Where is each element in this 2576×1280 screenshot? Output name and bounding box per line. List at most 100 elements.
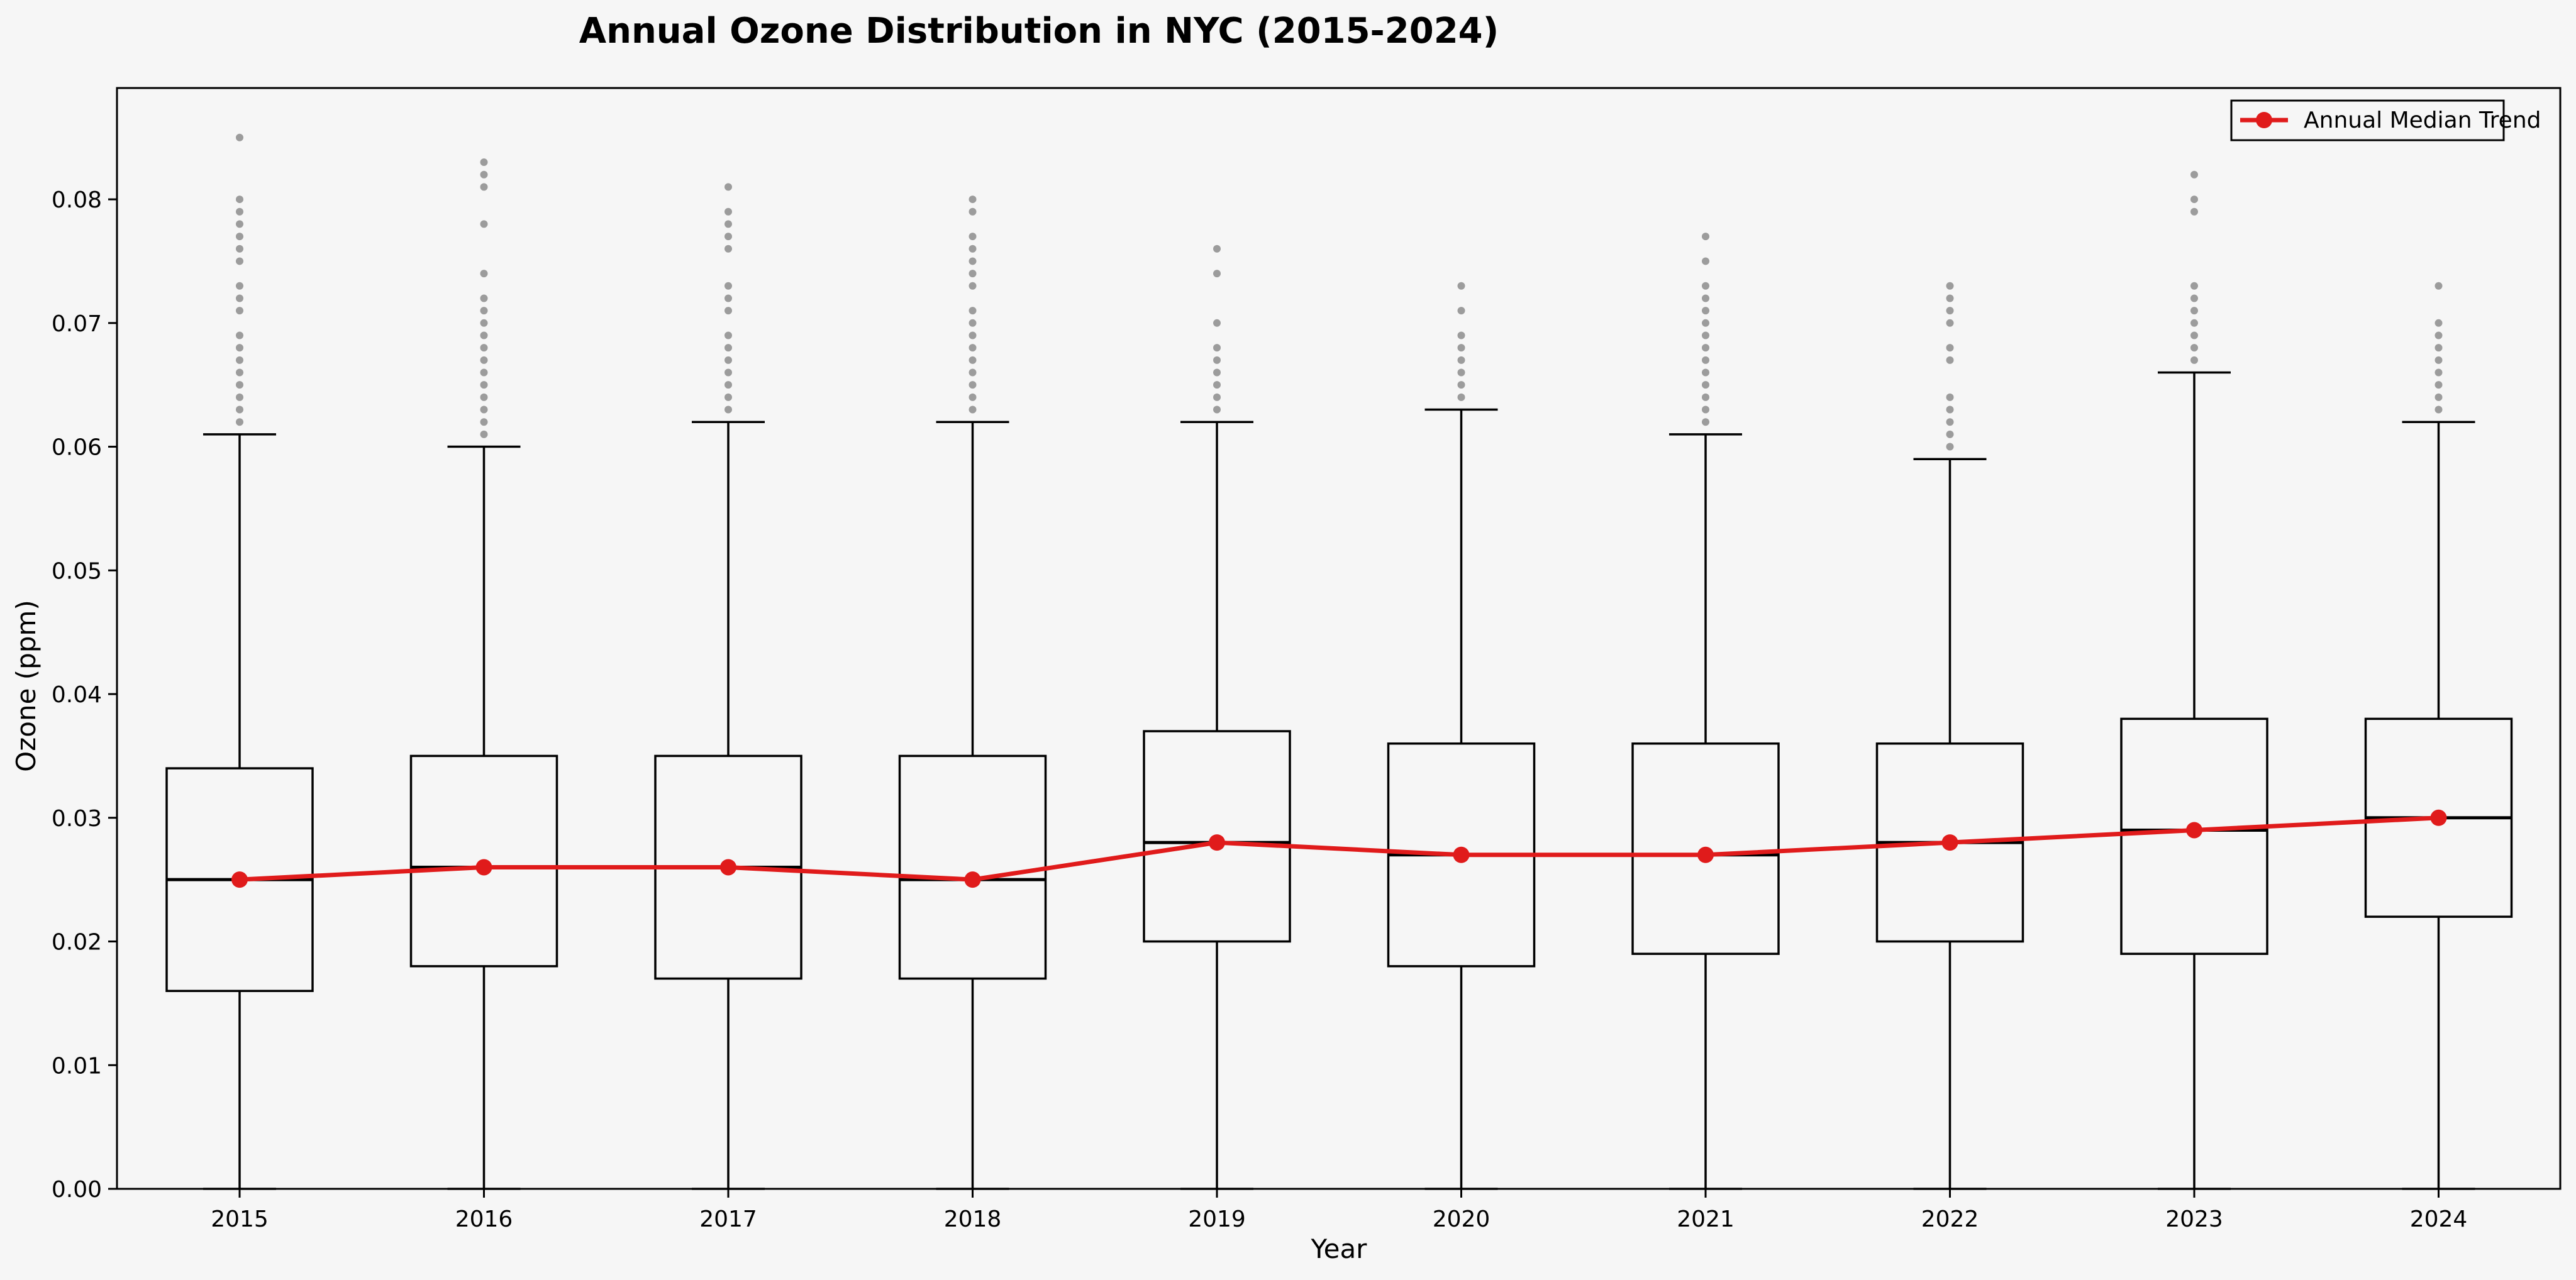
outlier-point bbox=[969, 196, 977, 204]
box bbox=[409, 754, 558, 968]
outlier-point bbox=[236, 207, 243, 216]
outlier-point bbox=[1702, 331, 1709, 339]
outlier-point bbox=[724, 207, 732, 216]
outlier-point bbox=[969, 356, 977, 364]
outlier-point bbox=[969, 381, 977, 389]
outlier-point bbox=[969, 245, 977, 253]
outlier-point bbox=[1946, 393, 1954, 401]
outlier-point bbox=[236, 356, 243, 364]
outlier-point bbox=[969, 307, 977, 315]
x-tick-label: 2020 bbox=[1433, 1206, 1491, 1232]
outlier-point bbox=[2190, 294, 2198, 302]
outlier-point bbox=[2434, 356, 2443, 364]
outlier-point bbox=[2434, 331, 2443, 339]
outlier-point bbox=[1457, 356, 1465, 364]
outlier-point bbox=[236, 344, 243, 352]
y-tick-label: 0.06 bbox=[52, 435, 102, 461]
outlier-point bbox=[236, 294, 243, 302]
outlier-point bbox=[236, 245, 243, 253]
outlier-point bbox=[1702, 368, 1709, 377]
y-tick-label: 0.04 bbox=[52, 682, 102, 708]
outlier-point bbox=[724, 331, 732, 339]
outlier-point bbox=[1213, 368, 1221, 377]
outlier-point bbox=[2434, 282, 2443, 290]
plot-area: 0.00 0.01 0.02 0.03 0.04 0.05 0.06 0.07 0.08 2015… bbox=[52, 87, 2562, 1232]
median-trend-point bbox=[231, 871, 248, 888]
outlier-point bbox=[1213, 344, 1221, 352]
x-tick-label: 2016 bbox=[455, 1206, 513, 1232]
outlier-point bbox=[724, 356, 732, 364]
outlier-point bbox=[724, 233, 732, 241]
outlier-point bbox=[1946, 418, 1954, 426]
outlier-point bbox=[969, 393, 977, 401]
outlier-point bbox=[236, 368, 243, 377]
y-axis-label: Ozone (ppm) bbox=[11, 600, 42, 772]
outlier-point bbox=[724, 245, 732, 253]
outlier-point bbox=[969, 319, 977, 327]
outlier-point bbox=[2190, 331, 2198, 339]
y-tick-label: 0.02 bbox=[52, 930, 102, 956]
outlier-point bbox=[2434, 368, 2443, 377]
outlier-point bbox=[1702, 233, 1709, 241]
outlier-point bbox=[1702, 294, 1709, 302]
x-tick-label: 2019 bbox=[1188, 1206, 1246, 1232]
x-tick-label: 2024 bbox=[2410, 1206, 2468, 1232]
outlier-point bbox=[1702, 393, 1709, 401]
median-trend-point bbox=[1453, 846, 1470, 863]
outlier-point bbox=[1946, 307, 1954, 315]
x-tick-label: 2018 bbox=[944, 1206, 1002, 1232]
outlier-point bbox=[2190, 307, 2198, 315]
outlier-point bbox=[1702, 418, 1709, 426]
box bbox=[1631, 742, 1780, 955]
outlier-point bbox=[236, 418, 243, 426]
median-trend-point bbox=[2186, 822, 2202, 839]
outlier-point bbox=[480, 183, 488, 191]
outlier-point bbox=[2190, 196, 2198, 204]
outlier-point bbox=[1213, 245, 1221, 253]
box bbox=[1143, 730, 1291, 943]
y-tick-label: 0.08 bbox=[52, 187, 102, 213]
y-tick-label: 0.01 bbox=[52, 1053, 102, 1079]
outlier-point bbox=[2190, 344, 2198, 352]
outlier-point bbox=[724, 393, 732, 401]
outlier-point bbox=[480, 170, 488, 179]
outlier-point bbox=[480, 344, 488, 352]
outlier-point bbox=[1702, 356, 1709, 364]
outlier-point bbox=[480, 356, 488, 364]
outlier-point bbox=[236, 331, 243, 339]
outlier-point bbox=[2434, 381, 2443, 389]
outlier-point bbox=[2434, 344, 2443, 352]
outlier-point bbox=[1702, 406, 1709, 414]
median-trend-point bbox=[1941, 834, 1958, 851]
outlier-point bbox=[969, 331, 977, 339]
y-tick-label: 0.00 bbox=[52, 1177, 102, 1203]
outlier-point bbox=[1457, 282, 1465, 290]
outlier-point bbox=[236, 220, 243, 228]
outlier-point bbox=[480, 307, 488, 315]
outlier-point bbox=[2434, 406, 2443, 414]
outlier-point bbox=[236, 233, 243, 241]
outlier-point bbox=[724, 344, 732, 352]
box bbox=[2120, 717, 2268, 955]
outlier-point bbox=[1946, 356, 1954, 364]
outlier-point bbox=[969, 344, 977, 352]
outlier-point bbox=[236, 307, 243, 315]
x-axis-label: Year bbox=[1311, 1233, 1368, 1264]
outlier-point bbox=[236, 381, 243, 389]
outlier-point bbox=[724, 368, 732, 377]
legend: Annual Median Trend bbox=[2230, 99, 2541, 141]
legend-label: Annual Median Trend bbox=[2304, 108, 2541, 133]
y-tick-label: 0.03 bbox=[52, 806, 102, 832]
outlier-point bbox=[2190, 356, 2198, 364]
outlier-point bbox=[1457, 368, 1465, 377]
x-tick-label: 2015 bbox=[211, 1206, 269, 1232]
outlier-point bbox=[236, 393, 243, 401]
outlier-point bbox=[480, 220, 488, 228]
outlier-point bbox=[236, 257, 243, 265]
outlier-point bbox=[1946, 430, 1954, 438]
x-tick-label: 2017 bbox=[699, 1206, 757, 1232]
outlier-point bbox=[969, 207, 977, 216]
outlier-point bbox=[1946, 443, 1954, 451]
